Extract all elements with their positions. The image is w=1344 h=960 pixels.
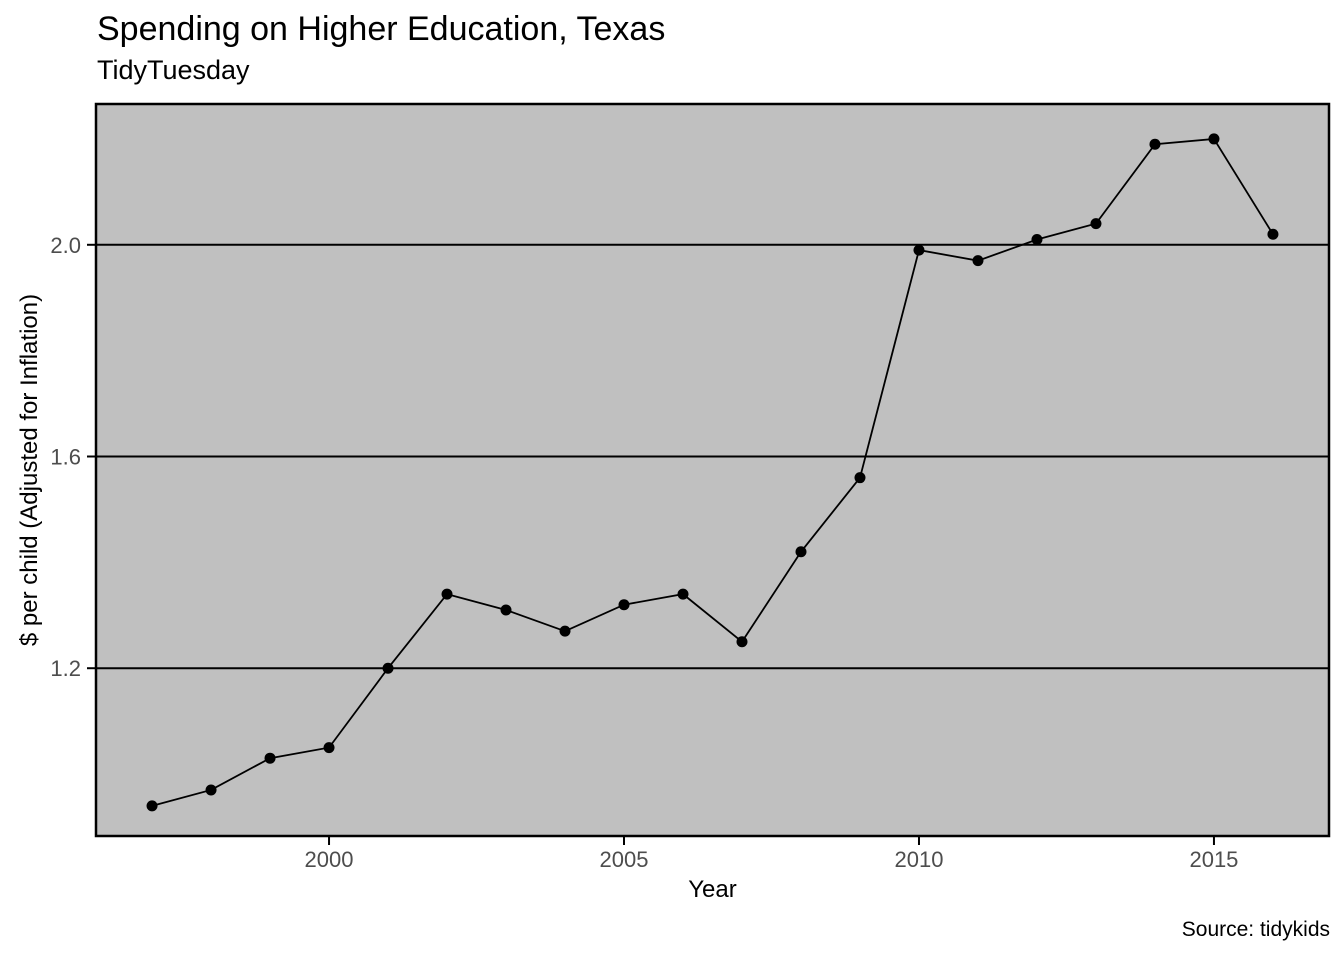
data-point <box>500 604 512 616</box>
x-axis-title: Year <box>688 876 737 903</box>
data-point <box>1090 218 1102 230</box>
data-point <box>795 546 807 558</box>
y-tick-label: 1.2 <box>50 656 81 681</box>
data-point <box>264 752 276 764</box>
data-point <box>323 742 335 754</box>
data-point <box>146 800 158 812</box>
data-point <box>1031 233 1043 245</box>
data-point <box>618 599 630 611</box>
chart-title: Spending on Higher Education, Texas <box>97 10 666 48</box>
data-point <box>382 662 394 674</box>
panel-background <box>96 104 1329 836</box>
data-point <box>1208 133 1220 145</box>
data-point <box>913 244 925 256</box>
y-tick-label: 2.0 <box>50 233 81 258</box>
data-point <box>736 636 748 648</box>
data-point <box>1267 228 1279 240</box>
data-point <box>441 588 453 600</box>
data-point <box>677 588 689 600</box>
x-tick-label: 2015 <box>1189 847 1238 872</box>
data-point <box>559 625 571 637</box>
x-tick-label: 2010 <box>895 847 944 872</box>
chart-subtitle: TidyTuesday <box>97 55 250 85</box>
panel-border <box>94 102 1331 838</box>
x-tick-label: 2005 <box>600 847 649 872</box>
data-point <box>972 255 984 267</box>
data-point <box>205 784 217 796</box>
data-point <box>1149 138 1161 150</box>
data-point <box>854 472 866 484</box>
x-tick-label: 2000 <box>305 847 354 872</box>
source-caption: Source: tidykids <box>1181 918 1330 941</box>
data-line <box>151 137 1274 807</box>
y-tick-label: 1.6 <box>50 445 81 470</box>
